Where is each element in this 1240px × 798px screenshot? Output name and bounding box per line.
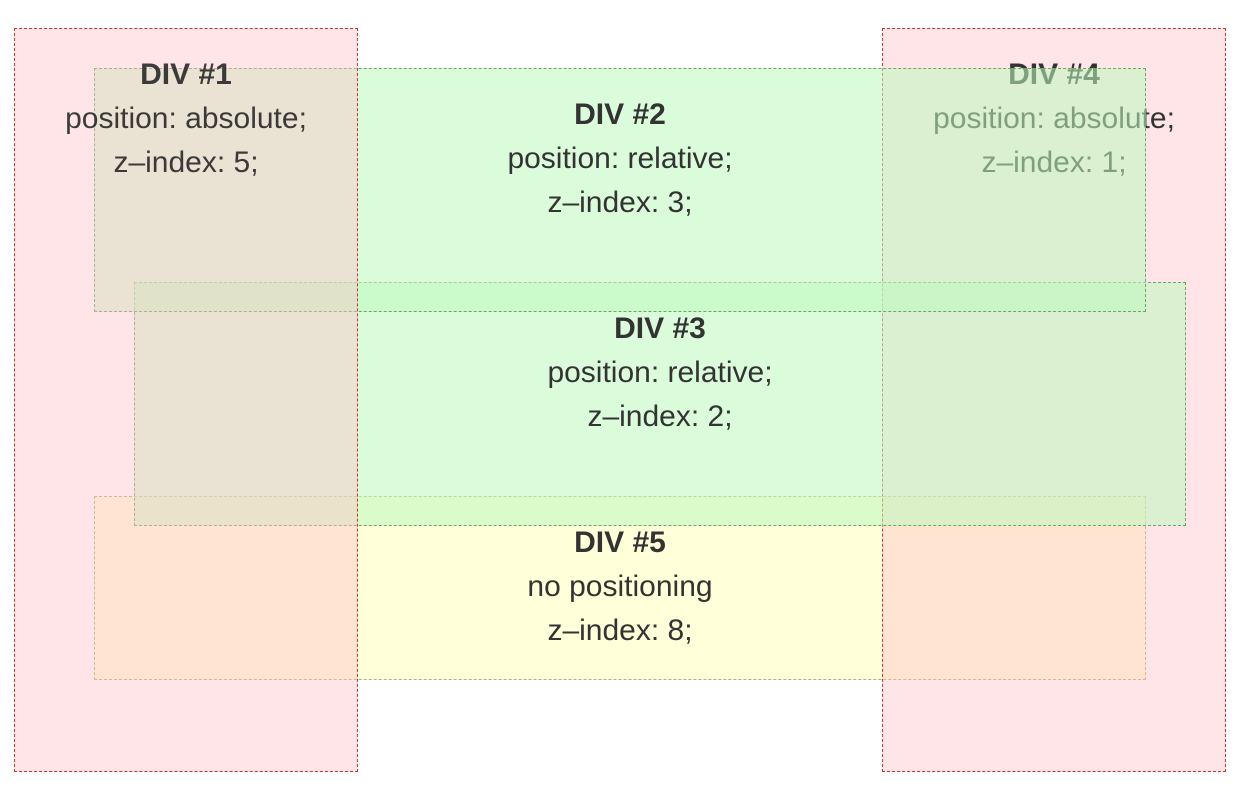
div1-box: DIV #1 position: absolute; z–index: 5; (14, 28, 358, 772)
div2-title: DIV #2 (574, 98, 666, 131)
div5-positioning-text: no positioning (527, 570, 713, 603)
div2-box: DIV #2 position: relative; z–index: 3; (94, 68, 1146, 312)
div3-box: DIV #3 position: relative; z–index: 2; (134, 282, 1186, 526)
div1-positioning-text: position: absolute; (65, 102, 307, 135)
div3-zindex-text: z–index: 2; (587, 400, 733, 433)
div2-positioning-text: position: relative; (507, 142, 733, 175)
div1-title: DIV #1 (140, 58, 232, 91)
div3-title: DIV #3 (614, 312, 706, 345)
div5-title: DIV #5 (574, 526, 666, 559)
div5-box: DIV #5 no positioning z–index: 8; (94, 496, 1146, 680)
div5-zindex-text: z–index: 8; (547, 614, 693, 647)
div2-zindex-text: z–index: 3; (547, 186, 693, 219)
div1-zindex-text: z–index: 5; (113, 146, 259, 179)
div3-positioning-text: position: relative; (547, 356, 773, 389)
